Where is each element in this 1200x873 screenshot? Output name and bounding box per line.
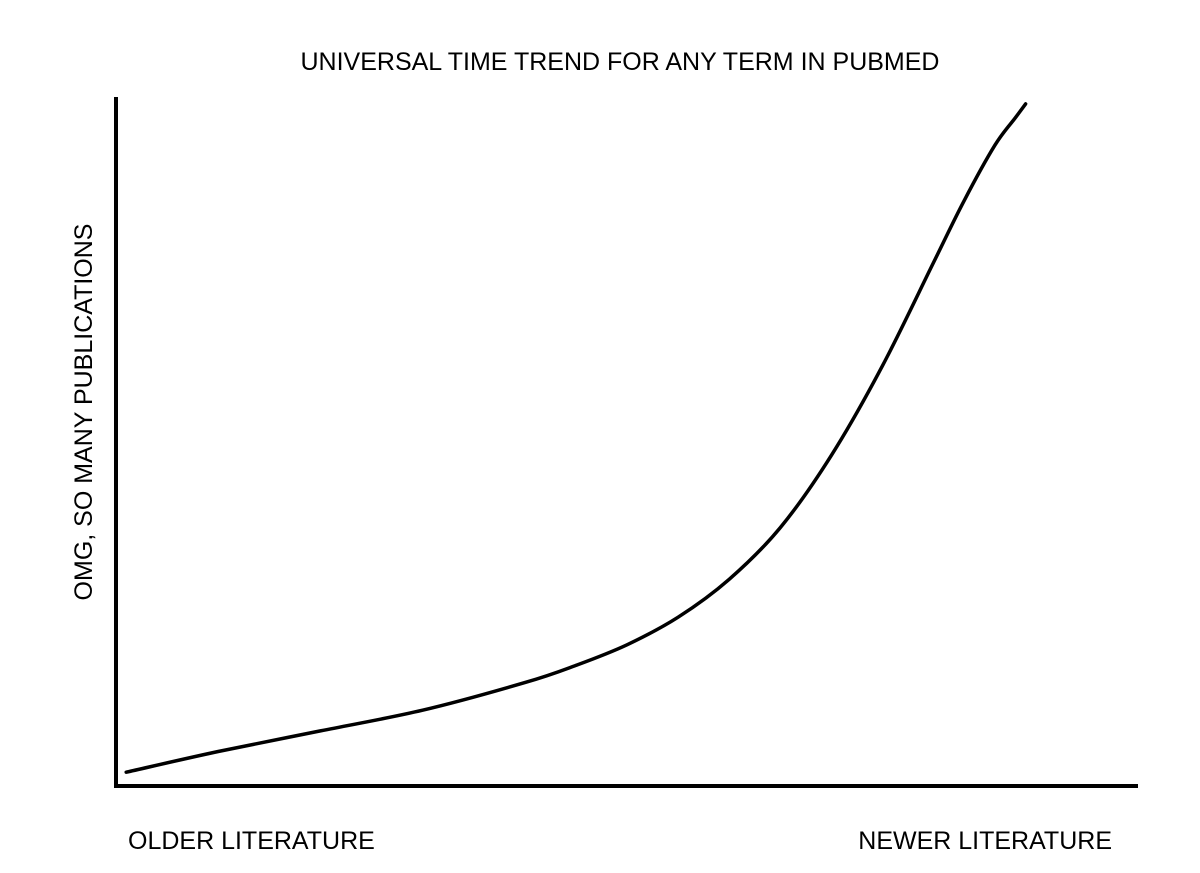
y-axis-label: OMG, SO MANY PUBLICATIONS (70, 224, 98, 601)
chart-title: UNIVERSAL TIME TREND FOR ANY TERM IN PUB… (300, 48, 939, 76)
x-tick-label-newer: NEWER LITERATURE (858, 827, 1112, 855)
series-line (124, 102, 1028, 774)
x-tick-label-older: OLDER LITERATURE (128, 827, 375, 855)
